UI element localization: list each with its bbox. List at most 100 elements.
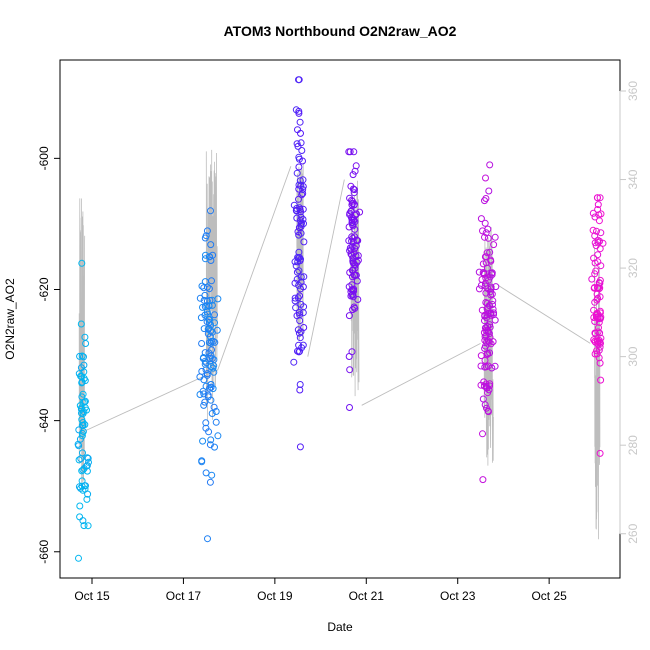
data-point	[300, 303, 308, 311]
data-point	[211, 311, 218, 319]
secondary-tick-label: 320	[626, 258, 640, 278]
data-point	[588, 275, 596, 283]
x-tick-label: Oct 19	[257, 589, 293, 603]
data-point	[214, 432, 222, 440]
data-point	[349, 238, 357, 246]
data-point	[204, 330, 212, 338]
data-point	[594, 238, 602, 246]
secondary-tick-label: 300	[626, 346, 640, 366]
data-point	[81, 421, 89, 429]
data-point	[346, 194, 354, 202]
data-point	[591, 270, 599, 278]
data-point	[291, 294, 299, 302]
data-point	[589, 209, 597, 217]
data-point	[482, 174, 489, 182]
data-point	[211, 319, 218, 327]
data-point	[297, 273, 305, 281]
data-point	[596, 329, 604, 337]
data-point	[488, 269, 495, 277]
data-point	[77, 405, 85, 413]
data-point	[200, 390, 208, 398]
data-point	[78, 352, 86, 360]
secondary-tick-label: 280	[626, 435, 640, 455]
data-point	[483, 363, 490, 371]
secondary-tick-label: 340	[626, 169, 640, 189]
data-point	[209, 364, 217, 372]
data-point	[349, 290, 357, 298]
data-point	[483, 249, 491, 257]
data-point	[202, 419, 210, 427]
data-point	[84, 522, 92, 530]
data-point	[294, 228, 302, 236]
data-point	[590, 254, 598, 262]
data-point	[75, 370, 83, 378]
x-tick-label: Oct 15	[74, 589, 110, 603]
data-point	[84, 454, 92, 462]
data-point	[291, 279, 299, 287]
data-point	[299, 205, 307, 213]
data-point	[475, 268, 483, 276]
data-point	[80, 522, 88, 530]
data-point	[290, 358, 298, 366]
data-point	[78, 416, 86, 424]
data-point	[75, 554, 82, 562]
data-point	[300, 238, 308, 246]
data-point	[208, 277, 215, 285]
data-point	[295, 181, 303, 189]
data-point	[203, 302, 211, 310]
data-point	[490, 241, 498, 249]
data-point	[296, 177, 304, 185]
data-point	[481, 219, 489, 227]
data-point	[486, 321, 494, 329]
data-point	[481, 282, 489, 290]
data-point	[208, 471, 216, 479]
data-point	[295, 185, 303, 193]
data-point	[349, 214, 357, 222]
data-point	[300, 324, 308, 331]
data-point	[203, 227, 211, 235]
data-point	[78, 259, 86, 267]
data-point	[350, 303, 358, 311]
data-point	[596, 237, 604, 245]
data-point	[80, 353, 87, 361]
data-point	[296, 254, 303, 261]
data-point	[299, 157, 306, 165]
plot-frame	[59, 59, 621, 579]
data-point	[348, 251, 356, 259]
data-point	[295, 195, 302, 203]
data-point	[208, 355, 216, 363]
data-point	[482, 332, 490, 340]
data-point	[593, 347, 601, 355]
data-point	[345, 148, 353, 156]
data-point	[596, 194, 604, 202]
data-point	[205, 339, 213, 346]
data-point	[298, 191, 306, 199]
data-point	[76, 352, 84, 360]
data-point	[291, 258, 299, 266]
data-point	[350, 148, 358, 156]
data-point	[352, 210, 360, 218]
data-point	[293, 214, 301, 222]
data-point	[481, 333, 489, 341]
data-point	[481, 197, 488, 205]
data-point	[207, 321, 215, 329]
data-point	[491, 233, 499, 241]
data-point	[207, 381, 215, 388]
data-point	[206, 441, 214, 449]
data-point	[207, 396, 215, 404]
data-point	[202, 469, 210, 477]
data-point	[201, 360, 209, 368]
data-point	[597, 334, 605, 342]
data-point	[81, 333, 89, 341]
data-point	[207, 241, 215, 249]
plot-border	[59, 59, 621, 579]
data-point	[345, 353, 353, 360]
data-point	[482, 229, 490, 237]
data-point	[204, 535, 211, 543]
secondary-connector-line	[307, 179, 345, 357]
data-point	[296, 334, 304, 342]
data-point	[348, 281, 356, 289]
y-axis-label: O2N2raw_AO2	[3, 278, 17, 360]
data-point	[197, 314, 205, 322]
